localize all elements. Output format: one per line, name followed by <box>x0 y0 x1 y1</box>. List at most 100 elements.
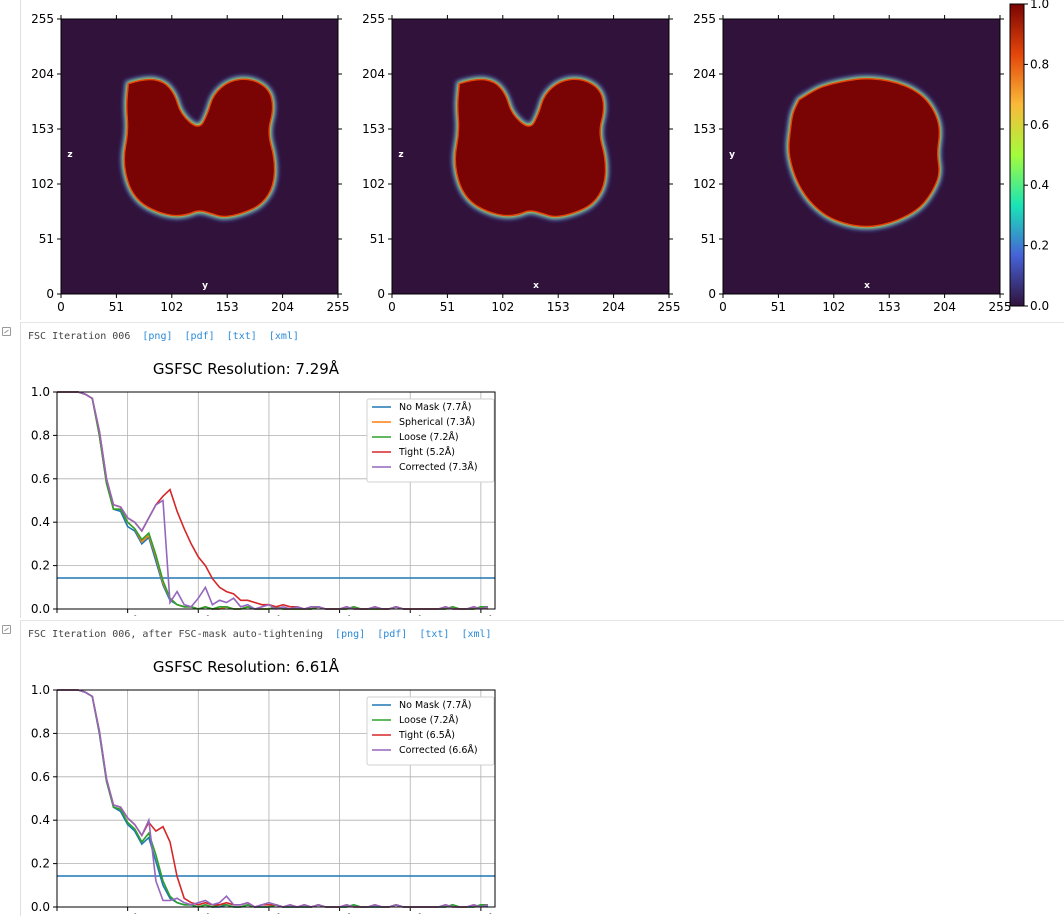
x-tick-label: 5.7Å <box>185 615 213 616</box>
y-tick-label: 0.0 <box>31 602 50 616</box>
x-tick-label: 255 <box>989 300 1012 314</box>
y-tick-label: 0.4 <box>31 813 50 827</box>
slice-cell: 0 0 51 51 102 102 153 153 204 204 255 255 z y 0 0 51 51 10… <box>0 0 1064 320</box>
legend-label: Spherical (7.3Å) <box>399 416 475 428</box>
colorbar-gradient <box>1009 3 1025 307</box>
y-tick-label: 0.8 <box>31 428 50 442</box>
y-tick-label: 255 <box>362 12 385 26</box>
y-tick-label: 0 <box>708 287 716 301</box>
x-tick-label: 51 <box>440 300 455 314</box>
y-tick-label: 0.2 <box>31 857 50 871</box>
legend-label: Tight (5.2Å) <box>398 446 455 458</box>
y-tick-label: 51 <box>370 232 385 246</box>
cell-border <box>20 0 1064 320</box>
x-tick-label: 204 <box>602 300 625 314</box>
y-tick-label: 153 <box>31 122 54 136</box>
x-tick-label: 11Å <box>116 913 140 914</box>
mask-fill <box>123 78 276 218</box>
horizontal-axis-letter: y <box>202 281 208 291</box>
colorbar-tick-label: 1.0 <box>1030 0 1049 11</box>
y-tick-label: 0 <box>46 287 54 301</box>
txt-link[interactable]: [txt] <box>226 331 257 342</box>
cell-border <box>20 322 1064 618</box>
slice-panels: 005151102102153153204204255255zy00515110… <box>31 0 1049 314</box>
y-tick-label: 0.2 <box>31 559 50 573</box>
x-tick-label: 2.3Å <box>397 913 425 914</box>
legend: No Mask (7.7Å) Spherical (7.3Å) Loose (7.2… <box>366 398 495 483</box>
chart-title: GSFSC Resolution: 7.29Å <box>153 359 340 378</box>
y-tick-label: 255 <box>693 12 716 26</box>
xml-link[interactable]: [xml] <box>461 629 492 640</box>
fsc-cell-1: FSC Iteration 006 [png] [pdf] [txt] [xml… <box>0 322 1064 618</box>
y-tick-label: 0.6 <box>31 472 50 486</box>
x-tick-label: 3.8Å <box>255 615 283 616</box>
vertical-axis-letter: z <box>67 150 72 160</box>
y-tick-label: 0.4 <box>31 515 50 529</box>
chart-title: GSFSC Resolution: 6.61Å <box>153 657 340 676</box>
legend-label: No Mask (7.7Å) <box>399 699 471 711</box>
y-tick-label: 102 <box>362 177 385 191</box>
collapse-icon[interactable] <box>2 327 11 336</box>
y-tick-label: 51 <box>39 232 54 246</box>
x-tick-label: 102 <box>491 300 514 314</box>
slice-panel: 00 51 51 102 102 153 153 204 204 255 255 y x <box>693 12 1011 314</box>
fsc-cell-2: FSC Iteration 006, after FSC-mask auto-t… <box>0 620 1064 916</box>
legend-label: Loose (7.2Å) <box>399 431 459 443</box>
horizontal-axis-letter: x <box>864 281 870 291</box>
x-tick-label: 1.9Å <box>467 913 495 914</box>
x-tick-label: 255 <box>327 300 350 314</box>
cell-heading: FSC Iteration 006, after FSC-mask auto-t… <box>28 629 324 640</box>
x-tick-label: 153 <box>878 300 901 314</box>
legend: No Mask (7.7Å) Loose (7.2Å) Tight (6.5Å) Co… <box>366 696 495 766</box>
x-tick-label: 153 <box>216 300 239 314</box>
horizontal-axis-letter: x <box>533 281 539 291</box>
y-tick-label: 102 <box>693 177 716 191</box>
cell-heading: FSC Iteration 006 <box>28 331 131 342</box>
slice-frame <box>60 18 339 295</box>
slice-frame <box>391 18 670 295</box>
colorbar: 0.0 0.2 0.4 0.6 0.8 1.0 <box>1009 0 1049 313</box>
y-tick-label: 204 <box>31 67 54 81</box>
cell-border <box>20 620 1064 916</box>
x-tick-label: 204 <box>933 300 956 314</box>
x-tick-label: 0 <box>719 300 727 314</box>
xml-link[interactable]: [xml] <box>268 331 299 342</box>
vertical-axis-letter: z <box>398 150 403 160</box>
x-tick-label: 2.8Å <box>326 615 354 616</box>
plot-frame <box>56 689 496 908</box>
fsc-chart: GSFSC Resolution: 6.61ÅDC11Å5.7Å3.8Å2.8Å… <box>31 657 496 914</box>
x-tick-label: 51 <box>109 300 124 314</box>
legend-label: Tight (6.5Å) <box>398 729 455 741</box>
y-tick-label: 204 <box>362 67 385 81</box>
colorbar-tick-label: 0.4 <box>1030 178 1049 192</box>
y-tick-label: 1.0 <box>31 683 50 697</box>
colorbar-tick-label: 0.6 <box>1030 118 1049 132</box>
x-tick-label: 102 <box>822 300 845 314</box>
x-tick-label: 51 <box>771 300 786 314</box>
x-tick-label: 204 <box>271 300 294 314</box>
x-tick-label: 2.3Å <box>397 615 425 616</box>
y-tick-label: 1.0 <box>31 385 50 399</box>
mask-fill <box>454 78 607 218</box>
collapse-icon[interactable] <box>2 625 11 634</box>
y-tick-label: 255 <box>31 12 54 26</box>
legend-label: No Mask (7.7Å) <box>399 401 471 413</box>
colorbar-tick-label: 0.8 <box>1030 57 1049 71</box>
legend-label: Loose (7.2Å) <box>399 714 459 726</box>
slice-frame <box>722 18 1001 295</box>
x-tick-label: 153 <box>547 300 570 314</box>
pdf-link[interactable]: [pdf] <box>377 629 408 640</box>
pdf-link[interactable]: [pdf] <box>184 331 215 342</box>
x-tick-label: 1.9Å <box>467 615 495 616</box>
plot-frame <box>56 391 496 610</box>
legend-box <box>366 398 495 483</box>
legend-label: Corrected (7.3Å) <box>399 461 478 473</box>
x-tick-label: 3.8Å <box>255 913 283 914</box>
vertical-axis-letter: y <box>729 150 735 160</box>
x-tick-label: 0 <box>388 300 396 314</box>
txt-link[interactable]: [txt] <box>419 629 450 640</box>
x-tick-label: 255 <box>658 300 681 314</box>
y-tick-label: 0.8 <box>31 726 50 740</box>
png-link[interactable]: [png] <box>335 629 366 640</box>
png-link[interactable]: [png] <box>142 331 173 342</box>
